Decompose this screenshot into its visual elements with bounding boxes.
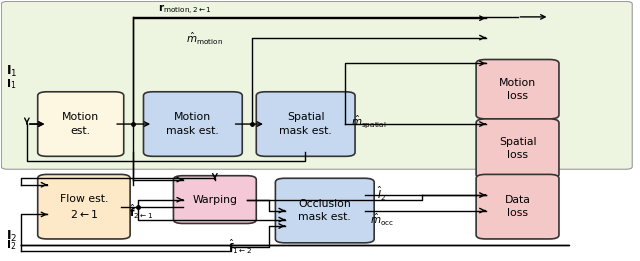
Text: $\hat{m}_{\mathrm{occ}}$: $\hat{m}_{\mathrm{occ}}$ xyxy=(370,211,394,228)
Text: $\hat{\mathbf{f}}_{2\leftarrow1}$: $\hat{\mathbf{f}}_{2\leftarrow1}$ xyxy=(129,203,153,221)
Text: $\mathbf{I}_2$: $\mathbf{I}_2$ xyxy=(6,229,18,244)
Text: $\hat{I}_2$: $\hat{I}_2$ xyxy=(378,185,387,203)
Text: Motion
est.: Motion est. xyxy=(62,112,99,136)
Text: $\mathbf{I}_1$: $\mathbf{I}_1$ xyxy=(6,64,18,79)
Text: Occlusion
mask est.: Occlusion mask est. xyxy=(298,199,351,222)
Text: Motion
loss: Motion loss xyxy=(499,78,536,101)
FancyBboxPatch shape xyxy=(476,60,559,119)
FancyBboxPatch shape xyxy=(38,174,130,239)
FancyBboxPatch shape xyxy=(173,176,256,223)
FancyBboxPatch shape xyxy=(1,1,632,169)
FancyBboxPatch shape xyxy=(476,119,559,178)
Text: $\hat{m}_{\mathrm{spatial}}$: $\hat{m}_{\mathrm{spatial}}$ xyxy=(351,113,387,130)
Text: $\hat{m}_{\mathrm{motion}}$: $\hat{m}_{\mathrm{motion}}$ xyxy=(186,31,223,47)
Text: Warping: Warping xyxy=(193,195,237,205)
FancyBboxPatch shape xyxy=(275,178,374,243)
Text: $\mathbf{r}_{\mathrm{motion},2\leftarrow1}$: $\mathbf{r}_{\mathrm{motion},2\leftarrow… xyxy=(157,3,211,17)
FancyBboxPatch shape xyxy=(143,92,243,156)
FancyBboxPatch shape xyxy=(38,92,124,156)
Text: $\mathbf{I}_1$: $\mathbf{I}_1$ xyxy=(6,77,17,91)
FancyBboxPatch shape xyxy=(256,92,355,156)
Text: Motion
mask est.: Motion mask est. xyxy=(166,112,220,136)
FancyBboxPatch shape xyxy=(476,174,559,239)
Text: Flow est.
$2 \leftarrow 1$: Flow est. $2 \leftarrow 1$ xyxy=(60,194,108,220)
Text: Data
loss: Data loss xyxy=(504,195,531,218)
Text: $\hat{\mathbf{f}}_{1\leftarrow2}$: $\hat{\mathbf{f}}_{1\leftarrow2}$ xyxy=(228,238,252,256)
Text: $\mathbf{I}_2$: $\mathbf{I}_2$ xyxy=(6,239,17,252)
Text: Spatial
mask est.: Spatial mask est. xyxy=(279,112,332,136)
Text: Spatial
loss: Spatial loss xyxy=(499,137,536,160)
